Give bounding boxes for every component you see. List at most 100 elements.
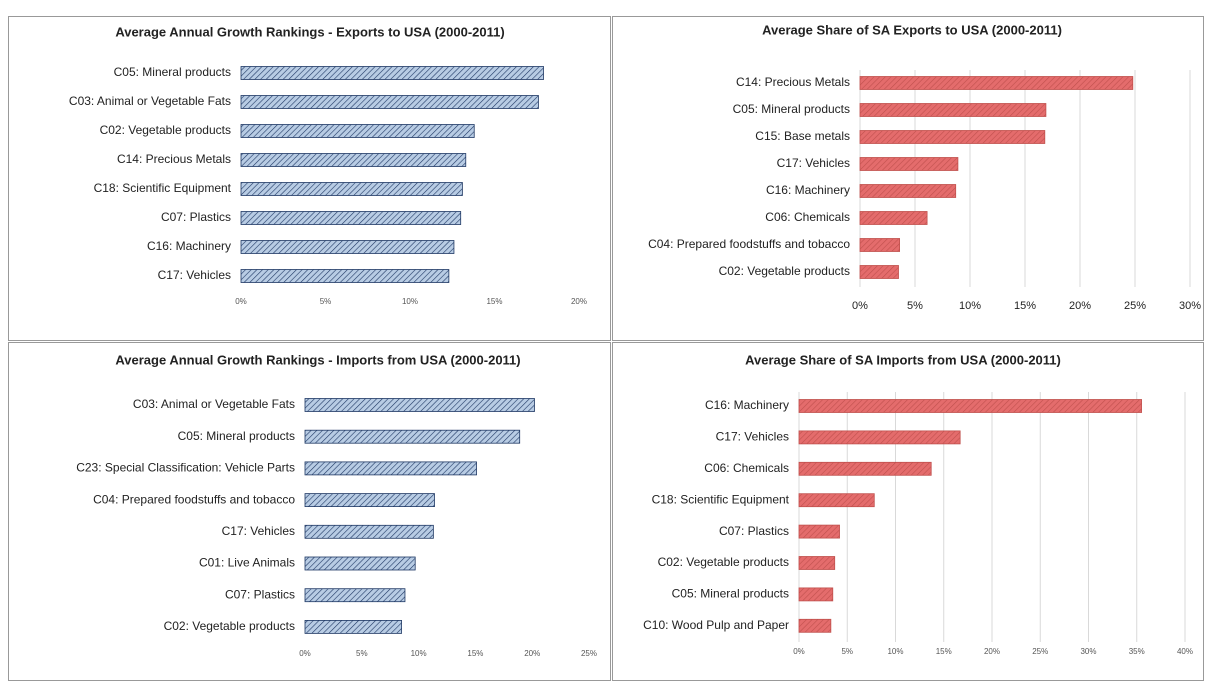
panel xyxy=(612,16,1204,341)
x-tick-label: 5% xyxy=(320,297,332,306)
panel xyxy=(612,342,1204,681)
category-label: C01: Live Animals xyxy=(199,556,295,570)
category-label: C10: Wood Pulp and Paper xyxy=(643,618,789,632)
bar xyxy=(859,211,928,225)
category-label: C05: Mineral products xyxy=(178,429,295,443)
x-tick-label: 5% xyxy=(907,300,923,312)
category-label: C02: Vegetable products xyxy=(719,264,850,278)
x-tick-label: 20% xyxy=(984,647,1000,656)
x-tick-label: 35% xyxy=(1129,647,1145,656)
category-label: C07: Plastics xyxy=(161,210,231,224)
x-tick-label: 10% xyxy=(402,297,418,306)
bar xyxy=(798,524,840,539)
bar xyxy=(240,182,463,196)
category-label: C15: Base metals xyxy=(755,129,850,143)
panel xyxy=(8,16,611,341)
bar xyxy=(240,269,450,283)
x-tick-label: 15% xyxy=(467,649,483,658)
x-tick-label: 10% xyxy=(959,300,981,312)
bar xyxy=(798,461,932,476)
bar xyxy=(859,184,957,198)
bar xyxy=(304,588,406,603)
bar xyxy=(304,620,402,634)
x-tick-label: 10% xyxy=(411,649,427,658)
bar xyxy=(240,153,467,167)
category-label: C02: Vegetable products xyxy=(658,555,789,569)
bar xyxy=(240,95,539,109)
x-tick-label: 5% xyxy=(356,649,368,658)
category-label: C07: Plastics xyxy=(225,587,295,601)
bar xyxy=(798,430,961,445)
category-label: C07: Plastics xyxy=(719,524,789,538)
x-tick-label: 25% xyxy=(1032,647,1048,656)
x-tick-label: 15% xyxy=(486,297,502,306)
bar xyxy=(240,66,544,80)
category-label: C05: Mineral products xyxy=(733,102,850,116)
x-tick-label: 0% xyxy=(235,297,247,306)
x-tick-label: 15% xyxy=(1014,300,1036,312)
bar xyxy=(304,429,521,444)
x-tick-label: 20% xyxy=(524,649,540,658)
bar xyxy=(798,587,834,602)
x-tick-label: 30% xyxy=(1080,647,1096,656)
category-label: C05: Mineral products xyxy=(672,587,789,601)
chart-title: Average Share of SA Imports from USA (20… xyxy=(745,352,1061,367)
category-label: C18: Scientific Equipment xyxy=(652,492,790,506)
category-label: C03: Animal or Vegetable Fats xyxy=(69,94,231,108)
bar xyxy=(798,618,832,633)
bar xyxy=(859,103,1047,117)
bar xyxy=(304,398,535,412)
bar xyxy=(240,240,455,254)
category-label: C16: Machinery xyxy=(705,398,789,412)
bar xyxy=(798,399,1142,413)
category-label: C02: Vegetable products xyxy=(100,123,231,137)
category-label: C23: Special Classification: Vehicle Par… xyxy=(76,461,295,475)
chart-title: Average Annual Growth Rankings - Exports… xyxy=(115,24,504,39)
x-tick-label: 25% xyxy=(1124,300,1146,312)
bar xyxy=(240,124,475,138)
x-tick-label: 20% xyxy=(1069,300,1091,312)
category-label: C18: Scientific Equipment xyxy=(94,181,232,195)
bar xyxy=(304,524,434,539)
x-tick-label: 0% xyxy=(852,300,868,312)
x-tick-label: 5% xyxy=(841,647,853,656)
bar xyxy=(859,76,1134,90)
bar xyxy=(859,238,900,252)
category-label: C16: Machinery xyxy=(766,183,850,197)
category-label: C14: Precious Metals xyxy=(736,75,850,89)
category-label: C06: Chemicals xyxy=(704,461,789,475)
bar xyxy=(798,556,836,570)
bar xyxy=(304,461,477,476)
bar xyxy=(859,130,1046,144)
chart-title: Average Annual Growth Rankings - Imports… xyxy=(115,352,520,367)
bar xyxy=(304,493,435,508)
category-label: C02: Vegetable products xyxy=(164,619,295,633)
bar xyxy=(798,493,875,508)
x-tick-label: 0% xyxy=(793,647,805,656)
chart-title: Average Share of SA Exports to USA (2000… xyxy=(762,22,1062,37)
category-label: C06: Chemicals xyxy=(765,210,850,224)
bar xyxy=(240,211,462,225)
bar xyxy=(859,265,899,279)
category-label: C04: Prepared foodstuffs and tobacco xyxy=(93,492,295,506)
x-tick-label: 40% xyxy=(1177,647,1193,656)
x-tick-label: 25% xyxy=(581,649,597,658)
category-label: C14: Precious Metals xyxy=(117,152,231,166)
category-label: C17: Vehicles xyxy=(158,268,231,282)
x-tick-label: 20% xyxy=(571,297,587,306)
panel xyxy=(8,342,611,681)
x-tick-label: 15% xyxy=(936,647,952,656)
category-label: C17: Vehicles xyxy=(222,524,295,538)
category-label: C04: Prepared foodstuffs and tobacco xyxy=(648,237,850,251)
category-label: C03: Animal or Vegetable Fats xyxy=(133,397,295,411)
x-tick-label: 0% xyxy=(299,649,311,658)
category-label: C17: Vehicles xyxy=(777,156,850,170)
category-label: C16: Machinery xyxy=(147,239,231,253)
x-tick-label: 30% xyxy=(1179,300,1201,312)
bar xyxy=(304,556,416,571)
x-tick-label: 10% xyxy=(887,647,903,656)
category-label: C05: Mineral products xyxy=(114,65,231,79)
category-label: C17: Vehicles xyxy=(716,430,789,444)
bar xyxy=(859,157,959,171)
